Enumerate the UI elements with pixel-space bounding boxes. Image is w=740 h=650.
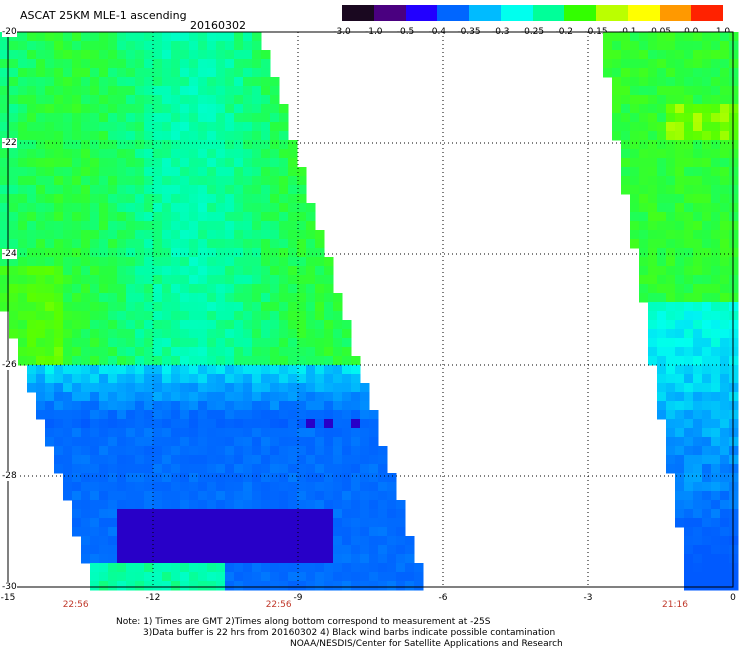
pass-time-label: 21:16 [662, 600, 688, 610]
map-date: 20160302 [190, 19, 246, 32]
map-title: ASCAT 25KM MLE-1 ascending [20, 9, 187, 22]
color-scale-swatch [532, 5, 565, 21]
color-scale-swatch [437, 5, 469, 21]
color-scale-swatch [500, 5, 533, 21]
longitude-label: -15 [0, 593, 16, 603]
latitude-label: -26 [2, 360, 17, 370]
latitude-label: -30 [2, 582, 17, 592]
color-scale-swatch [469, 5, 501, 21]
latitude-label: -20 [2, 27, 17, 37]
color-scale-swatch [564, 5, 596, 21]
color-scale-swatch [691, 5, 723, 21]
note-line-3: NOAA/NESDIS/Center for Satellite Applica… [290, 639, 563, 649]
color-scale-bar [342, 5, 723, 21]
longitude-label: -12 [145, 593, 161, 603]
color-scale-swatch [596, 5, 628, 21]
longitude-label: 0 [730, 593, 736, 603]
plot-frame [7, 31, 734, 588]
color-scale-swatch [373, 5, 406, 21]
latitude-label: -24 [2, 249, 17, 259]
note-line-2: 3)Data buffer is 22 hrs from 20160302 4)… [143, 628, 556, 638]
color-scale-swatch [342, 5, 374, 21]
latitude-label: -28 [2, 471, 17, 481]
color-scale-swatch [405, 5, 438, 21]
longitude-label: -6 [438, 593, 448, 603]
pass-time-label: 22:56 [62, 600, 89, 610]
swath-layer [0, 32, 739, 591]
note-line-1: Note: 1) Times are GMT 2)Times along bot… [116, 617, 491, 627]
longitude-label: -9 [293, 593, 303, 603]
color-scale-swatch [627, 5, 660, 21]
longitude-label: -3 [583, 593, 593, 603]
pass-time-label: 22:56 [265, 600, 292, 610]
latitude-label: -22 [2, 138, 17, 148]
color-scale-swatch [659, 5, 692, 21]
